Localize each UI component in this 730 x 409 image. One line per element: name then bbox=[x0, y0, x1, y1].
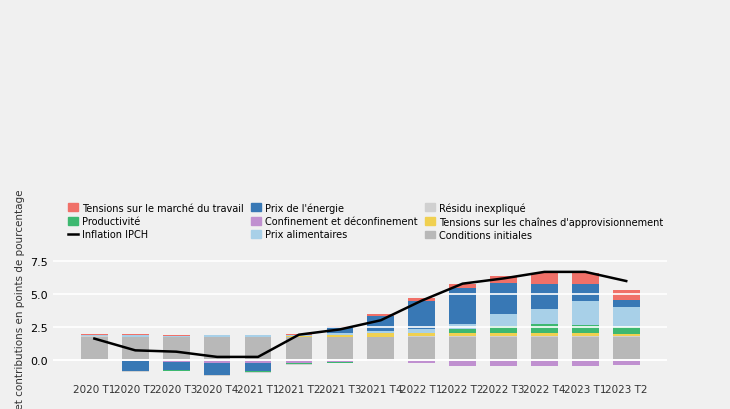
Bar bbox=[245, 335, 272, 337]
Bar bbox=[122, 335, 149, 337]
Bar bbox=[490, 360, 517, 366]
Bar bbox=[245, 337, 272, 360]
Bar bbox=[367, 337, 394, 360]
Bar bbox=[367, 331, 394, 333]
Bar bbox=[613, 307, 639, 327]
Bar bbox=[204, 375, 231, 376]
Bar bbox=[449, 324, 476, 329]
Bar bbox=[531, 360, 558, 366]
Bar bbox=[490, 333, 517, 336]
Bar bbox=[285, 364, 312, 365]
Bar bbox=[81, 334, 108, 335]
Bar bbox=[531, 284, 558, 309]
Bar bbox=[326, 337, 353, 360]
Bar bbox=[449, 360, 476, 366]
Bar bbox=[572, 337, 599, 360]
Bar bbox=[613, 290, 639, 300]
Bar bbox=[326, 360, 353, 362]
Bar bbox=[163, 360, 190, 362]
Bar bbox=[367, 317, 394, 331]
Bar bbox=[408, 333, 435, 336]
Bar bbox=[326, 335, 353, 337]
Bar bbox=[449, 333, 476, 336]
Bar bbox=[367, 360, 394, 361]
Bar bbox=[572, 336, 599, 337]
Bar bbox=[163, 337, 190, 360]
Bar bbox=[572, 273, 599, 285]
Bar bbox=[326, 362, 353, 363]
Bar bbox=[449, 329, 476, 333]
Bar bbox=[613, 327, 639, 334]
Bar bbox=[163, 335, 190, 336]
Bar bbox=[408, 330, 435, 333]
Bar bbox=[572, 334, 599, 336]
Bar bbox=[490, 283, 517, 315]
Bar bbox=[245, 363, 272, 371]
Bar bbox=[81, 336, 108, 337]
Bar bbox=[204, 360, 231, 363]
Bar bbox=[81, 335, 108, 336]
Bar bbox=[449, 337, 476, 360]
Bar bbox=[613, 334, 639, 336]
Bar bbox=[122, 360, 149, 361]
Bar bbox=[285, 334, 312, 335]
Bar bbox=[408, 298, 435, 301]
Bar bbox=[245, 372, 272, 373]
Bar bbox=[204, 363, 231, 375]
Bar bbox=[285, 335, 312, 336]
Bar bbox=[163, 370, 190, 371]
Bar bbox=[204, 337, 231, 360]
Bar bbox=[613, 300, 639, 307]
Legend: Tensions sur le marché du travail, Productivité, Inflation IPCH, Prix de l'énerg: Tensions sur le marché du travail, Produ… bbox=[64, 199, 667, 244]
Bar bbox=[490, 336, 517, 337]
Bar bbox=[490, 276, 517, 283]
Bar bbox=[408, 337, 435, 360]
Bar bbox=[163, 362, 190, 370]
Bar bbox=[572, 285, 599, 301]
Bar bbox=[326, 326, 353, 327]
Bar bbox=[122, 337, 149, 360]
Bar bbox=[531, 324, 558, 333]
Bar bbox=[572, 360, 599, 366]
Bar bbox=[326, 334, 353, 335]
Bar bbox=[449, 288, 476, 324]
Bar bbox=[367, 333, 394, 337]
Bar bbox=[367, 315, 394, 317]
Bar bbox=[122, 371, 149, 372]
Bar bbox=[490, 337, 517, 360]
Bar bbox=[408, 336, 435, 337]
Bar bbox=[490, 315, 517, 326]
Bar bbox=[531, 337, 558, 360]
Bar bbox=[285, 337, 312, 360]
Bar bbox=[204, 335, 231, 337]
Bar bbox=[408, 360, 435, 364]
Bar bbox=[531, 274, 558, 284]
Bar bbox=[245, 360, 272, 363]
Bar bbox=[572, 301, 599, 325]
Bar bbox=[285, 336, 312, 337]
Bar bbox=[122, 361, 149, 371]
Bar bbox=[81, 337, 108, 360]
Bar bbox=[285, 360, 312, 363]
Bar bbox=[163, 336, 190, 337]
Bar bbox=[531, 333, 558, 336]
Bar bbox=[531, 336, 558, 337]
Bar bbox=[613, 337, 639, 360]
Bar bbox=[449, 336, 476, 337]
Bar bbox=[326, 327, 353, 334]
Bar bbox=[408, 301, 435, 330]
Bar bbox=[613, 360, 639, 365]
Bar bbox=[245, 371, 272, 372]
Bar bbox=[613, 336, 639, 337]
Y-axis label: en % et contributions en points de pourcentage: en % et contributions en points de pourc… bbox=[15, 189, 25, 409]
Bar bbox=[531, 309, 558, 324]
Bar bbox=[572, 325, 599, 334]
Bar bbox=[490, 326, 517, 333]
Bar bbox=[122, 334, 149, 335]
Bar bbox=[285, 363, 312, 364]
Bar bbox=[449, 285, 476, 288]
